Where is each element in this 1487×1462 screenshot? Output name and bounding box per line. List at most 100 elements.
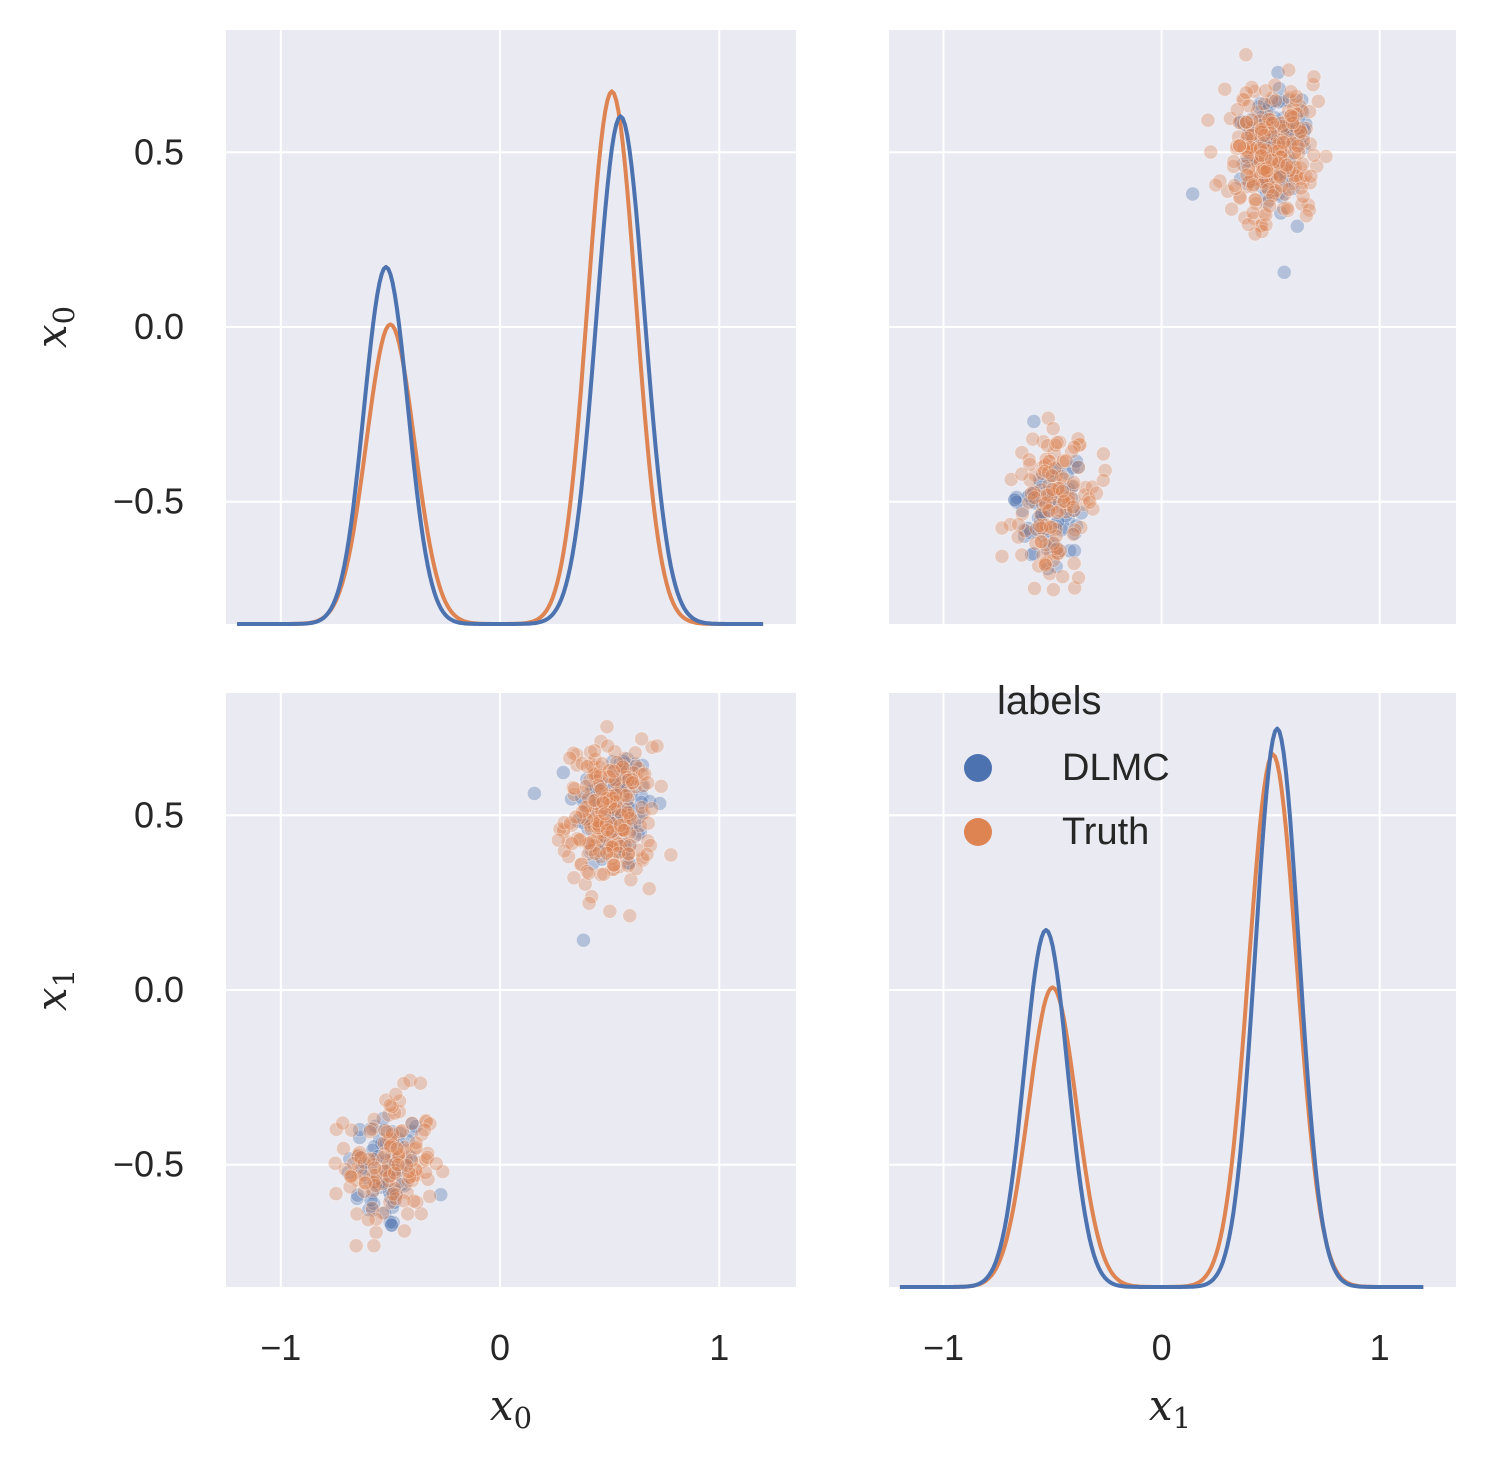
scatter-point-dlmc <box>1233 115 1249 130</box>
scatter-point-truth <box>1257 150 1273 166</box>
scatter-point-truth <box>1243 140 1259 155</box>
scatter-point-truth <box>603 839 619 855</box>
scatter-point-truth <box>587 743 603 759</box>
scatter-point-truth <box>578 778 594 794</box>
scatter-point-truth <box>1238 47 1254 63</box>
scatter-point-dlmc <box>585 815 601 831</box>
scatter-point-truth <box>616 812 632 828</box>
scatter-point-truth <box>1254 117 1270 133</box>
scatter-point-truth <box>1260 108 1276 124</box>
scatter-point-truth <box>352 1145 368 1160</box>
scatter-point-dlmc <box>1070 459 1086 475</box>
scatter-point-truth <box>1228 181 1243 196</box>
scatter-point-dlmc <box>599 838 615 854</box>
scatter-point-truth <box>422 1116 438 1132</box>
scatter-point-truth <box>375 1205 391 1221</box>
scatter-point-truth <box>631 842 647 858</box>
scatter-point-dlmc <box>1281 150 1297 165</box>
scatter-point-truth <box>1259 163 1275 179</box>
scatter-point-truth <box>1267 142 1283 158</box>
scatter-point-dlmc <box>366 1176 382 1192</box>
scatter-point-dlmc <box>1250 153 1266 169</box>
scatter-point-truth <box>620 858 636 874</box>
scatter-point-dlmc <box>1276 141 1292 157</box>
scatter-point-truth <box>551 832 566 848</box>
scatter-point-truth <box>1241 161 1256 176</box>
scatter-point-truth <box>342 1179 358 1195</box>
scatter-point-dlmc <box>612 773 628 789</box>
scatter-point-truth <box>414 1126 430 1142</box>
scatter-point-truth <box>1285 109 1301 125</box>
scatter-point-truth <box>602 836 618 852</box>
scatter-point-truth <box>1033 534 1049 550</box>
scatter-point-truth <box>573 857 589 873</box>
scatter-point-truth <box>366 1157 382 1173</box>
scatter-point-truth <box>379 1124 395 1140</box>
scatter-point-dlmc <box>594 851 610 867</box>
scatter-point-truth <box>1065 526 1081 542</box>
x-tick-label: 1 <box>709 1327 729 1368</box>
scatter-point-truth <box>1288 92 1304 108</box>
scatter-point-dlmc <box>607 761 623 777</box>
y-tick-label: 0.5 <box>134 131 184 172</box>
scatter-point-truth <box>1250 104 1265 120</box>
scatter-point-truth <box>1014 445 1030 460</box>
scatter-point-truth <box>396 1223 412 1239</box>
scatter-point-truth <box>1247 167 1263 183</box>
scatter-point-truth <box>356 1167 371 1183</box>
scatter-point-truth <box>1264 170 1280 186</box>
scatter-point-dlmc <box>652 796 668 811</box>
scatter-point-dlmc <box>1277 134 1292 150</box>
scatter-point-truth <box>595 785 610 801</box>
scatter-point-dlmc <box>1017 528 1032 544</box>
scatter-point-dlmc <box>607 807 623 823</box>
scatter-point-truth <box>420 1145 436 1161</box>
scatter-point-truth <box>583 818 598 833</box>
scatter-point-truth <box>593 802 609 818</box>
scatter-point-truth <box>1273 115 1289 131</box>
scatter-point-truth <box>1246 210 1262 226</box>
legend: labels DLMC Truth <box>964 679 1170 853</box>
scatter-point-truth <box>1302 136 1318 152</box>
scatter-point-dlmc <box>384 1217 399 1233</box>
scatter-point-truth <box>1052 434 1068 450</box>
scatter-point-truth <box>592 811 608 826</box>
scatter-point-truth <box>1238 114 1254 130</box>
scatter-point-truth <box>1254 223 1270 239</box>
scatter-point-truth <box>1239 179 1254 195</box>
scatter-point-truth <box>1271 155 1287 171</box>
scatter-point-truth <box>1255 145 1271 160</box>
scatter-point-truth <box>1281 62 1297 78</box>
scatter-point-dlmc <box>390 1131 406 1147</box>
scatter-point-dlmc <box>1276 264 1292 280</box>
scatter-point-truth <box>596 824 611 840</box>
scatter-point-truth <box>603 824 619 840</box>
scatter-point-truth <box>594 802 610 818</box>
scatter-point-truth <box>1266 184 1282 200</box>
scatter-point-dlmc <box>1244 173 1260 189</box>
scatter-point-dlmc <box>1289 218 1305 234</box>
scatter-point-truth <box>381 1173 397 1189</box>
scatter-point-dlmc <box>631 810 647 826</box>
scatter-point-dlmc <box>1009 489 1024 505</box>
scatter-point-dlmc <box>588 793 604 808</box>
scatter-point-dlmc <box>1244 111 1260 127</box>
scatter-point-truth <box>1244 79 1260 95</box>
scatter-point-dlmc <box>616 835 632 851</box>
scatter-point-truth <box>586 792 602 808</box>
scatter-point-truth <box>994 548 1010 564</box>
scatter-point-dlmc <box>1258 114 1273 130</box>
scatter-point-dlmc <box>374 1136 390 1151</box>
scatter-point-truth <box>1227 178 1242 193</box>
scatter-point-dlmc <box>1285 113 1301 129</box>
scatter-point-truth <box>562 815 578 831</box>
x-tick-label: 0 <box>490 1327 510 1368</box>
scatter-point-dlmc <box>619 797 635 813</box>
scatter-point-truth <box>565 745 581 761</box>
scatter-point-dlmc <box>612 838 628 854</box>
scatter-point-dlmc <box>616 766 632 782</box>
scatter-point-dlmc <box>1007 491 1023 507</box>
scatter-point-truth <box>562 750 578 766</box>
scatter-point-truth <box>604 762 620 778</box>
scatter-point-dlmc <box>555 765 571 780</box>
